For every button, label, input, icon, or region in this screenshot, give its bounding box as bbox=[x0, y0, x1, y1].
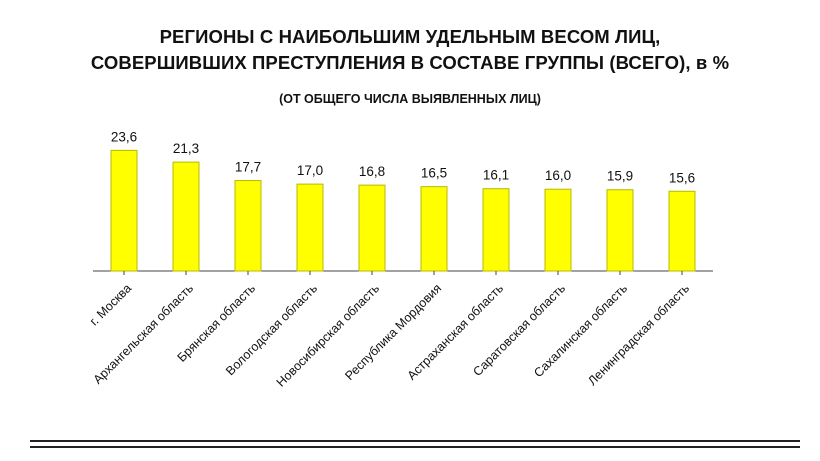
bar-4 bbox=[296, 183, 324, 272]
data-label-9: 15,9 bbox=[607, 169, 633, 184]
bar-6 bbox=[420, 186, 448, 272]
bar-3 bbox=[234, 180, 262, 272]
data-label-4: 17,0 bbox=[297, 163, 323, 178]
chart-title-line-2: СОВЕРШИВШИХ ПРЕСТУПЛЕНИЯ В СОСТАВЕ ГРУПП… bbox=[90, 52, 730, 73]
data-label-1: 23,6 bbox=[111, 129, 137, 144]
bar-1 bbox=[110, 149, 138, 272]
data-label-10: 15,6 bbox=[669, 170, 695, 185]
data-label-8: 16,0 bbox=[545, 168, 571, 183]
chart-title: РЕГИОНЫ С НАИБОЛЬШИМ УДЕЛЬНЫМ ВЕСОМ ЛИЦ,… bbox=[0, 24, 820, 76]
category-label-1: г. Москва bbox=[87, 281, 134, 328]
footer-rule-top bbox=[30, 440, 800, 442]
category-label-10: Ленинградская область bbox=[585, 281, 692, 388]
category-label-5: Новосибирская область bbox=[274, 281, 382, 389]
chart-subtitle: (ОТ ОБЩЕГО ЧИСЛА ВЫЯВЛЕННЫХ ЛИЦ) bbox=[279, 92, 541, 106]
bar-7 bbox=[482, 188, 510, 272]
category-label-2: Архангельская область bbox=[91, 281, 197, 387]
data-label-2: 21,3 bbox=[173, 141, 199, 156]
bar-2 bbox=[172, 161, 200, 272]
data-label-5: 16,8 bbox=[359, 164, 385, 179]
bar-5 bbox=[358, 184, 386, 272]
data-label-3: 17,7 bbox=[235, 160, 261, 175]
chart-title-line-1: РЕГИОНЫ С НАИБОЛЬШИМ УДЕЛЬНЫМ ВЕСОМ ЛИЦ, bbox=[159, 26, 661, 47]
data-label-7: 16,1 bbox=[483, 168, 509, 183]
bar-9 bbox=[606, 189, 634, 272]
bar-10 bbox=[668, 190, 696, 272]
bar-8 bbox=[544, 188, 572, 272]
footer-rule-bottom bbox=[30, 446, 800, 448]
data-label-6: 16,5 bbox=[421, 166, 447, 181]
